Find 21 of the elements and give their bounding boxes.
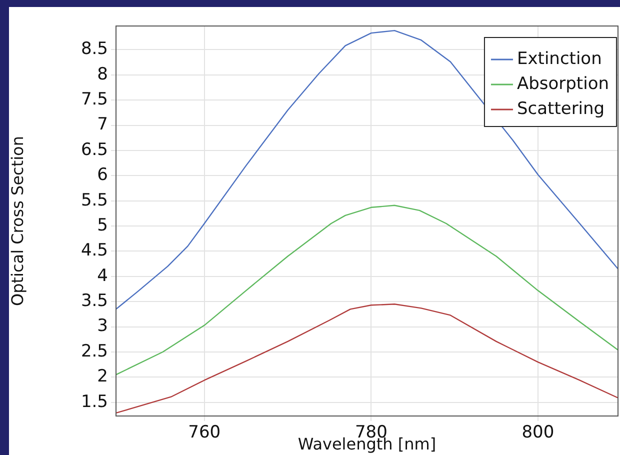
legend-label: Scattering [516, 98, 605, 119]
y-tick-label: 8 [97, 64, 108, 84]
y-tick-label: 4.5 [80, 240, 108, 261]
y-tick-label: 6 [97, 165, 108, 186]
legend-label: Extinction [516, 48, 602, 69]
y-tick-label: 5 [97, 215, 108, 236]
y-tick-label: 6.5 [80, 140, 108, 160]
y-axis-title: Optical Cross Section [8, 136, 27, 306]
y-tick-label: 2 [97, 366, 108, 387]
y-tick-label: 4 [97, 266, 108, 286]
legend-label: Absorption [516, 74, 610, 94]
y-tick-label: 7.5 [80, 89, 108, 110]
y-tick-label: 8.5 [80, 39, 108, 60]
y-tick-label: 2.5 [80, 341, 108, 362]
y-tick-label: 3 [97, 316, 108, 336]
y-tick-label: 5.5 [80, 190, 108, 210]
y-tick-label: 1.5 [80, 392, 108, 412]
y-tick-label: 3.5 [80, 291, 108, 312]
x-tick-label: 800 [522, 422, 554, 443]
y-tick-label: 7 [97, 114, 108, 135]
x-tick-label: 760 [188, 422, 221, 443]
